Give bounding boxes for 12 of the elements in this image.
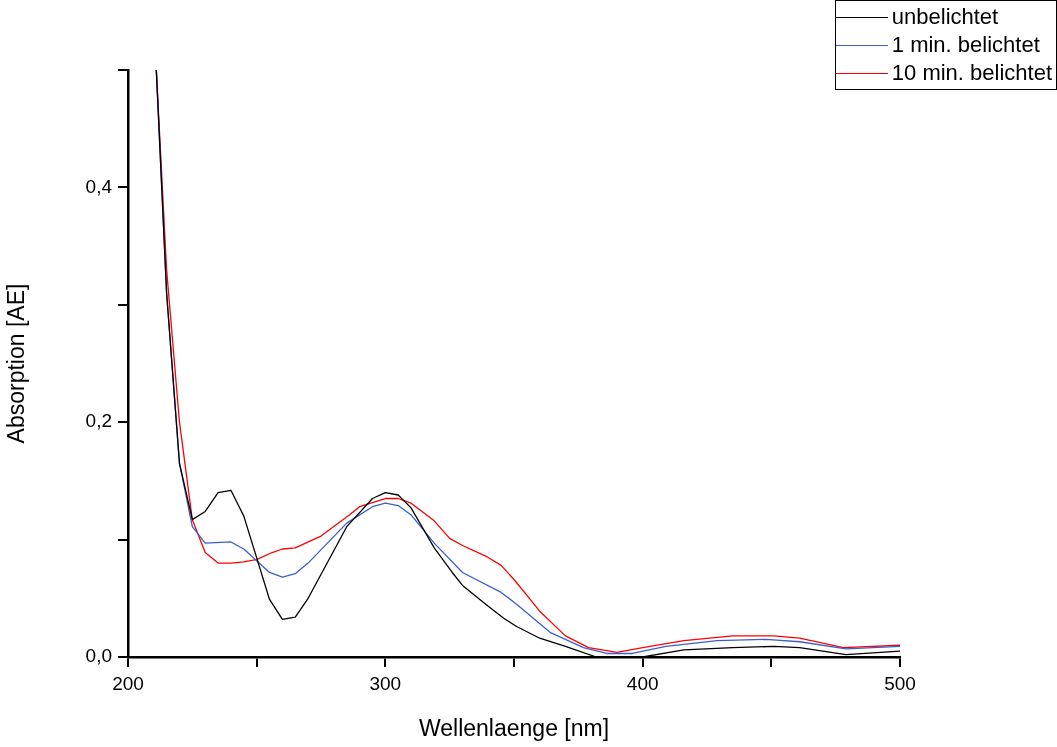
legend-label: 1 min. belichtet — [891, 31, 1040, 59]
y-tick-label: 0,0 — [85, 645, 112, 667]
x-tick-label: 300 — [369, 672, 402, 694]
x-tick-label: 500 — [884, 672, 916, 694]
y-tick-label: 0,2 — [85, 410, 112, 432]
y-axis-title: Absorption [AE] — [3, 283, 30, 444]
y-tick-label: 0,4 — [85, 175, 113, 197]
legend-label: 10 min. belichtet — [891, 59, 1052, 87]
x-tick-label: 400 — [626, 672, 659, 694]
x-tick-label: 200 — [112, 672, 144, 694]
x-axis-title: Wellenlaenge [nm] — [418, 714, 610, 741]
legend-label: unbelichtet — [891, 3, 999, 31]
